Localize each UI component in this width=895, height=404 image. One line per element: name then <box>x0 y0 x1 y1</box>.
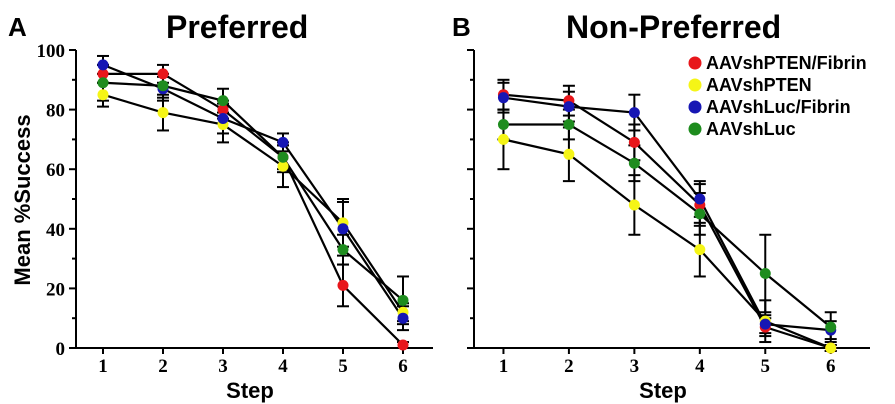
panel-a-data-point <box>217 113 229 125</box>
panel-b-series-line <box>503 138 832 350</box>
panel-a-y-tick-label: 0 <box>56 339 66 360</box>
panel-a-data-point <box>337 279 349 291</box>
legend-label: AAVshPTEN <box>706 75 812 95</box>
panel-a-x-tick-label: 3 <box>218 356 228 377</box>
panel-a-y-axis-label: Mean %Success <box>10 114 35 285</box>
panel-b-x-axis-label: Step <box>639 378 687 403</box>
panel-b-data-point <box>497 133 509 145</box>
panel-b-data-point <box>825 321 837 333</box>
panel-a-data-point <box>157 80 169 92</box>
panel-a-y-tick-label: 60 <box>46 160 65 181</box>
panel-a-x-tick-label: 5 <box>338 356 348 377</box>
panel-b-data-point <box>497 119 509 130</box>
panel-b-data-point <box>628 199 640 211</box>
panel-a-data-point <box>337 244 349 256</box>
legend-label: AAVshPTEN/Fibrin <box>706 53 867 73</box>
legend-marker <box>688 56 702 70</box>
panel-a-data-point <box>277 160 289 172</box>
legend-label: AAVshLuc <box>706 119 796 139</box>
panel-a-series-line <box>102 81 404 302</box>
panel-b-data-point <box>694 244 706 256</box>
panel-b-series-line <box>503 96 831 332</box>
panel-a-series-line <box>102 63 404 319</box>
panel-b-data-point <box>759 318 771 330</box>
panel-a-x-tick-label: 2 <box>158 356 168 377</box>
panel-a-data-point <box>397 294 409 306</box>
panel-a-series-line <box>102 93 404 313</box>
panel-a-data-point <box>217 95 229 107</box>
panel-a-x-tick-label: 4 <box>278 356 288 377</box>
panel-a-x-tick-label: 6 <box>398 356 408 377</box>
panel-a-data-point <box>157 107 169 119</box>
panel-a-data-point <box>97 59 109 71</box>
panel-b-x-tick-label: 2 <box>564 356 574 377</box>
panel-b-x-tick-label: 1 <box>499 356 509 377</box>
panel-b-data-point <box>563 119 575 130</box>
panel-b-title: Non-Preferred <box>566 9 781 45</box>
panel-b-series-line <box>503 93 832 350</box>
panel-b-x-tick-label: 4 <box>695 356 705 377</box>
panel-b-data-point <box>628 157 640 169</box>
panel-a-y-tick-label: 40 <box>46 220 65 241</box>
panel-a-data-point <box>337 223 349 235</box>
panel-b-series-line <box>503 123 832 328</box>
panel-a-series-line <box>103 72 404 346</box>
panel-b-x-tick-label: 3 <box>630 356 640 377</box>
panel-b-data-point <box>563 101 575 113</box>
panel-a-data-point <box>277 136 289 148</box>
panel-a-y-tick-label: 80 <box>46 101 65 122</box>
panel-a-data-point <box>397 312 409 324</box>
panel-b-data-point <box>628 136 640 148</box>
panel-b-data-point <box>759 268 771 279</box>
panel-b-letter: B <box>452 12 471 42</box>
legend-marker <box>688 100 702 114</box>
panel-a-series <box>97 54 409 351</box>
panel-b-data-point <box>628 107 640 119</box>
panel-b-data-point <box>825 342 837 354</box>
legend-marker <box>688 78 702 92</box>
panel-a-letter: A <box>8 12 27 42</box>
panel-a-data-point <box>157 68 169 80</box>
panel-b-x-tick-label: 5 <box>761 356 771 377</box>
panel-a-y-tick-label: 100 <box>37 41 66 62</box>
panel-a-data-point <box>97 77 109 89</box>
panel-b-series <box>497 78 837 354</box>
panel-a-data-point <box>277 151 289 163</box>
panel-a-data-point <box>97 89 109 101</box>
panel-a-data-point <box>97 68 109 80</box>
panel-b-data-point <box>563 148 575 160</box>
panel-b-data-point <box>694 193 706 205</box>
panel-b-x-tick-label: 6 <box>826 356 836 377</box>
legend-marker <box>688 122 702 136</box>
panel-a-x-tick-label: 1 <box>98 356 108 377</box>
panel-a-data-point <box>397 339 409 351</box>
panel-a-title: Preferred <box>166 9 308 45</box>
panel-a-data-point <box>217 104 229 116</box>
legend: AAVshPTEN/FibrinAAVshPTENAAVshLuc/Fibrin… <box>688 53 867 139</box>
panel-b-data-point <box>497 92 509 104</box>
panel-b-data-point <box>694 208 706 220</box>
panel-a-axes <box>75 50 433 349</box>
panel-a-x-axis-label: Step <box>226 378 274 403</box>
panel-a-y-tick-label: 20 <box>46 279 65 300</box>
legend-label: AAVshLuc/Fibrin <box>706 97 851 117</box>
